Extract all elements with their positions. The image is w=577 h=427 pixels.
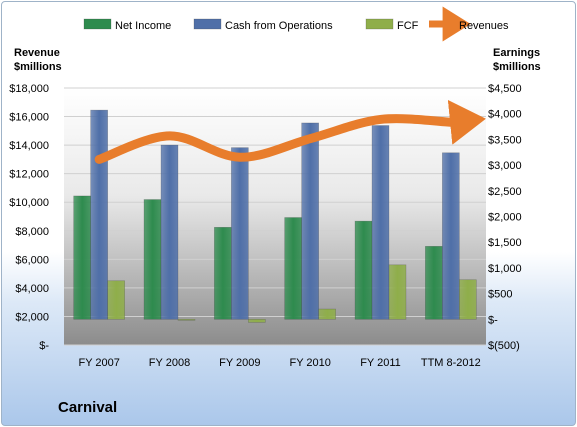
left-tick-label: $2,000 [15, 311, 49, 323]
bar-net-income [425, 246, 443, 320]
left-tick-label: $18,000 [9, 83, 49, 95]
bar-fcf [107, 280, 125, 320]
right-tick-label: $2,500 [488, 186, 522, 198]
right-tick-label: $- [488, 314, 498, 326]
bar-fcf [177, 318, 196, 321]
company-name: Carnival [58, 399, 118, 416]
left-tick-label: $14,000 [9, 140, 49, 152]
plot-area [64, 88, 486, 345]
right-tick-label: $3,500 [488, 134, 522, 146]
legend-swatch [365, 18, 394, 30]
bar-cash-from-operations [90, 109, 108, 320]
bar-cash-from-operations [442, 152, 460, 320]
legend-item: FCF [365, 18, 419, 32]
category-label: FY 2007 [78, 357, 119, 369]
bar-fcf [248, 318, 266, 323]
left-tick-label: $8,000 [15, 226, 49, 238]
legend-label: Net Income [115, 20, 171, 32]
right-tick-label: $4,500 [488, 83, 522, 95]
right-tick-label: $(500) [488, 340, 520, 352]
left-tick-label: $12,000 [9, 169, 49, 181]
bar-fcf [388, 264, 407, 320]
left-axis-title: Revenue $millions [14, 47, 62, 73]
right-tick-label: $2,000 [488, 212, 522, 224]
right-tick-label: $3,000 [488, 160, 522, 172]
bar-cash-from-operations [301, 122, 319, 320]
legend: Net Income Cash from Operations FCF Revenue… [83, 6, 509, 42]
right-tick-label: $1,500 [488, 237, 522, 249]
bar-cash-from-operations [231, 147, 249, 320]
right-tick-label: $1,000 [488, 263, 522, 275]
category-label: FY 2009 [219, 357, 260, 369]
line-revenues [94, 99, 486, 164]
bar-net-income [284, 217, 302, 320]
right-axis-title: Earnings $millions [493, 47, 541, 73]
legend-swatch [83, 18, 112, 30]
category-label: FY 2011 [360, 357, 401, 369]
left-tick-label: $4,000 [15, 283, 49, 295]
left-tick-label: $- [39, 340, 49, 352]
right-tick-label: $4,000 [488, 109, 522, 121]
legend-item: Revenues [429, 6, 509, 42]
bar-net-income [143, 199, 162, 320]
category-label: FY 2008 [149, 357, 190, 369]
category-label: TTM 8-2012 [421, 357, 481, 369]
legend-label: FCF [397, 20, 419, 32]
legend-item: Cash from Operations [193, 18, 333, 32]
bar-fcf [318, 308, 336, 320]
left-tick-label: $6,000 [15, 254, 49, 266]
legend-swatch [193, 18, 222, 30]
left-tick-label: $16,000 [9, 112, 49, 124]
bar-net-income [214, 226, 232, 320]
bar-cash-from-operations [371, 125, 390, 320]
bar-net-income [73, 195, 91, 320]
legend-label: Cash from Operations [225, 20, 333, 32]
bar-cash-from-operations [160, 144, 179, 320]
bar-fcf [459, 279, 477, 320]
category-label: FY 2010 [289, 357, 330, 369]
legend-label: Revenues [459, 20, 509, 32]
left-tick-label: $10,000 [9, 197, 49, 209]
bar-net-income [354, 220, 373, 320]
legend-item: Net Income [83, 18, 171, 32]
right-tick-label: $500 [488, 289, 512, 301]
